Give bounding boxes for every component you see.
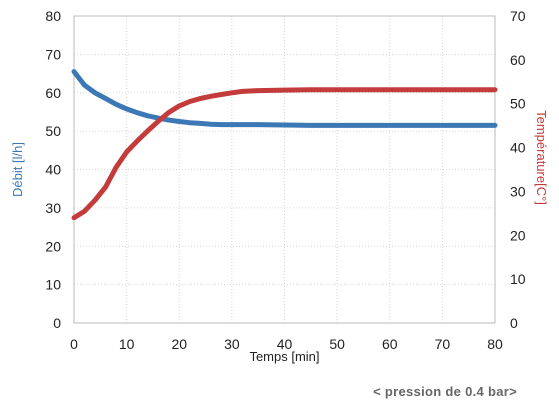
y-right-tick-labels: 0 10 20 30 40 50 60 70	[510, 8, 526, 331]
x-axis-title: Temps [min]	[249, 349, 319, 364]
x-tick-label: 50	[329, 336, 345, 352]
y-left-tick-label: 30	[45, 200, 61, 216]
x-tick-label: 60	[382, 336, 398, 352]
y-left-tick-label: 20	[45, 238, 61, 254]
y-left-axis-title: Débit [l/h]	[10, 142, 25, 197]
plot-frame	[73, 15, 496, 324]
temperature-line	[71, 87, 498, 221]
y-left-tick-label: 60	[45, 85, 61, 101]
x-tick-label: 0	[70, 336, 78, 352]
y-left-tick-label: 10	[45, 277, 61, 293]
x-tick-labels: 0 10 20 30 40 50 60 70 80	[70, 336, 503, 352]
y-right-tick-label: 40	[510, 140, 526, 156]
y-left-tick-label: 70	[45, 46, 61, 62]
y-right-tick-label: 20	[510, 227, 526, 243]
y-left-tick-label: 80	[45, 8, 61, 24]
grid	[73, 15, 496, 324]
y-right-tick-label: 60	[510, 52, 526, 68]
y-right-tick-label: 70	[510, 8, 526, 24]
x-tick-label: 20	[171, 336, 187, 352]
y-left-tick-label: 0	[53, 315, 61, 331]
x-tick-label: 40	[277, 336, 293, 352]
y-right-tick-label: 10	[510, 271, 526, 287]
x-tick-label: 10	[119, 336, 135, 352]
series-lines	[71, 69, 498, 221]
pressure-note: < pression de 0.4 bar>	[373, 384, 517, 399]
y-left-tick-labels: 0 10 20 30 40 50 60 70 80	[45, 8, 61, 331]
y-left-tick-label: 50	[45, 123, 61, 139]
y-right-tick-label: 50	[510, 96, 526, 112]
y-right-axis-title: Température[C°]	[534, 110, 549, 205]
y-left-tick-label: 40	[45, 162, 61, 178]
x-tick-label: 80	[487, 336, 503, 352]
y-right-tick-label: 0	[510, 315, 518, 331]
y-right-tick-label: 30	[510, 183, 526, 199]
x-tick-label: 70	[435, 336, 451, 352]
flow-rate-line	[71, 69, 498, 128]
x-tick-label: 30	[224, 336, 240, 352]
